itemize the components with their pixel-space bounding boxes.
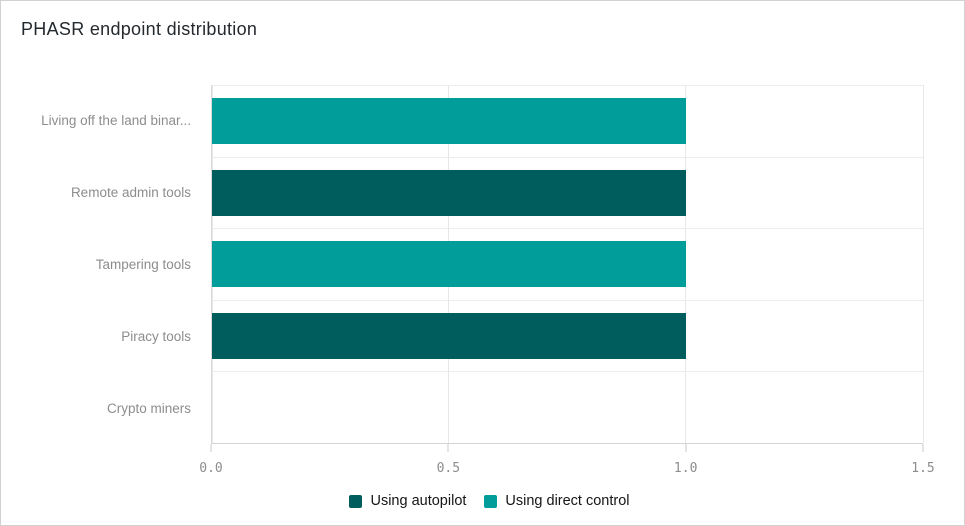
bar-using-direct-control[interactable] [212,98,686,145]
x-tick-label: 0.5 [436,461,461,476]
legend-label: Using direct control [505,493,630,509]
x-tick-label: 1.0 [673,461,698,476]
chart-band-row [212,228,923,300]
bar-using-autopilot[interactable] [212,169,686,216]
x-tick-label: 0.0 [199,461,223,476]
y-axis-label: Piracy tools [121,328,191,344]
y-axis-label: Remote admin tools [70,185,191,201]
legend-swatch [349,494,363,508]
x-tick-label: 1.5 [911,461,935,476]
page-title: PHASR endpoint distribution [21,19,258,39]
x-tick-mark [447,444,449,452]
bar-using-direct-control[interactable] [212,241,686,288]
y-axis-label: Crypto miners [106,400,191,416]
y-axis-label: Tampering tools [95,256,191,272]
legend: Using autopilot Using direct control [15,493,964,509]
chart-band-row [212,85,923,157]
chart-band-row [212,156,923,229]
legend-item-using-autopilot[interactable]: Using autopilot [349,493,466,509]
x-tick-mark [210,444,212,452]
x-axis: 0.0 0.5 1.0 1.5 [199,444,935,486]
vertical-gridline [922,85,924,443]
legend-label: Using autopilot [370,493,467,509]
y-axis-labels: Living off the land binar... Remote admin… [1,85,201,444]
legend-item-using-direct-control[interactable]: Using direct control [484,493,630,509]
plot-area [211,85,924,444]
chart-band-row [212,371,923,443]
x-tick-mark [922,444,924,452]
y-axis-label: Living off the land binar... [41,113,191,129]
legend-swatch [484,494,498,508]
chart-band-row [212,299,923,372]
bar-using-autopilot[interactable] [212,313,686,360]
x-tick-mark [685,444,687,452]
plot-rows [212,85,923,443]
